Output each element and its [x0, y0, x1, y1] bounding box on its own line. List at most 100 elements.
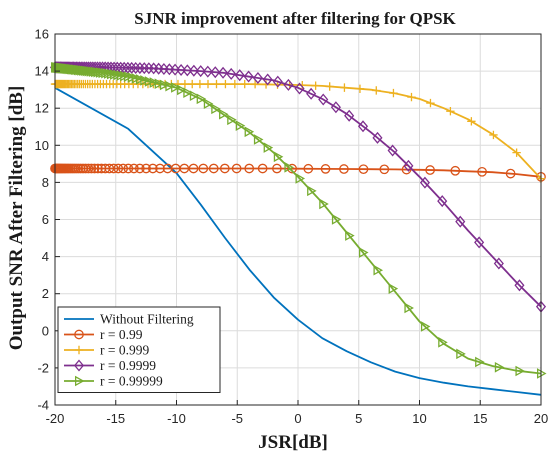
- marker-circle: [244, 163, 255, 174]
- marker-triangle: [203, 98, 214, 110]
- marker-diamond: [73, 359, 85, 372]
- marker-circle: [219, 163, 230, 174]
- marker-circle: [198, 163, 209, 174]
- series-4: [50, 62, 547, 379]
- legend-entry-0: Without Filtering: [64, 312, 194, 327]
- marker-triangle: [219, 108, 229, 120]
- marker-triangle: [211, 103, 221, 115]
- marker-diamond: [188, 64, 199, 77]
- marker-circle: [287, 163, 297, 174]
- marker-plus: [426, 98, 435, 108]
- marker-diamond: [330, 101, 341, 114]
- marker-plus: [195, 79, 205, 89]
- marker-triangle: [345, 230, 355, 241]
- marker-circle: [401, 164, 412, 175]
- marker-diamond: [344, 109, 355, 122]
- marker-circle: [108, 163, 119, 174]
- marker-triangle: [106, 68, 117, 80]
- marker-triangle: [273, 151, 284, 163]
- marker-circle: [505, 168, 516, 179]
- marker-circle: [74, 329, 84, 340]
- x-tick-label: -5: [231, 411, 243, 426]
- x-tick-label: 20: [534, 411, 548, 426]
- marker-diamond: [306, 87, 317, 100]
- marker-triangle: [177, 84, 187, 96]
- marker-diamond: [357, 120, 369, 133]
- marker-plus: [372, 86, 381, 95]
- marker-triangle: [159, 79, 170, 91]
- marker-triangle: [515, 365, 525, 377]
- marker-diamond: [243, 70, 254, 83]
- marker-plus: [389, 88, 398, 98]
- legend-entry-4: r = 0.99999: [64, 374, 163, 389]
- legend-label: r = 0.99999: [100, 374, 163, 389]
- marker-triangle: [101, 67, 111, 79]
- legend-entry-1: r = 0.99: [64, 327, 143, 342]
- marker-triangle: [140, 75, 150, 86]
- marker-circle: [155, 163, 165, 174]
- marker-circle: [257, 163, 268, 174]
- marker-diamond: [139, 62, 150, 75]
- marker-plus: [355, 84, 365, 94]
- y-axis-label: Output SNR After Filtering [dB]: [6, 86, 27, 351]
- marker-triangle: [91, 66, 101, 78]
- marker-diamond: [218, 66, 229, 79]
- marker-triangle: [475, 356, 485, 368]
- marker-triangle: [244, 126, 255, 138]
- marker-diamond: [202, 65, 213, 78]
- marker-circle: [477, 166, 487, 177]
- marker-triangle: [149, 77, 160, 88]
- marker-diamond: [372, 131, 383, 144]
- marker-plus: [203, 79, 213, 89]
- marker-triangle: [494, 361, 505, 373]
- marker-triangle: [154, 78, 165, 90]
- x-tick-label: -10: [167, 411, 186, 426]
- marker-triangle: [307, 185, 317, 197]
- marker-diamond: [403, 159, 414, 172]
- marker-plus: [298, 80, 307, 90]
- marker-plus: [446, 107, 455, 116]
- x-tick-label: 10: [412, 411, 426, 426]
- marker-triangle: [331, 214, 342, 225]
- marker-diamond: [234, 69, 245, 82]
- marker-diamond: [283, 78, 294, 91]
- x-tick-label: 15: [473, 411, 487, 426]
- marker-circle: [379, 164, 390, 175]
- x-axis-label: JSR[dB]: [258, 432, 328, 453]
- legend-label: r = 0.99: [100, 327, 143, 342]
- marker-diamond: [387, 144, 398, 157]
- marker-plus: [311, 81, 320, 90]
- marker-diamond: [130, 61, 141, 75]
- marker-circle: [134, 163, 145, 174]
- marker-triangle: [74, 375, 85, 387]
- legend-label: r = 0.999: [100, 343, 149, 358]
- marker-triangle: [88, 66, 99, 78]
- marker-plus: [230, 79, 240, 89]
- marker-plus: [180, 79, 190, 89]
- marker-diamond: [455, 215, 466, 228]
- y-ticks: -4 -2 0 2 4 6 8 10 12 14 16: [35, 27, 60, 413]
- marker-triangle: [404, 302, 414, 314]
- marker-diamond: [514, 279, 525, 292]
- series-0: [54, 87, 542, 396]
- marker-diamond: [210, 66, 221, 79]
- marker-triangle: [98, 67, 109, 79]
- marker-circle: [141, 163, 151, 174]
- marker-triangle: [319, 198, 329, 210]
- marker-circle: [303, 163, 314, 174]
- marker-circle: [83, 163, 94, 174]
- marker-plus: [240, 79, 249, 89]
- marker-diamond: [474, 236, 485, 249]
- series-line: [55, 66, 542, 308]
- marker-triangle: [235, 120, 246, 131]
- marker-triangle: [189, 90, 200, 102]
- marker-triangle: [183, 87, 193, 99]
- marker-triangle: [358, 247, 369, 258]
- marker-diamond: [318, 93, 329, 106]
- legend-entry-3: r = 0.9999: [64, 358, 156, 373]
- marker-triangle: [263, 142, 274, 153]
- marker-circle: [113, 163, 124, 174]
- x-tick-label: 5: [355, 411, 362, 426]
- marker-triangle: [144, 76, 155, 87]
